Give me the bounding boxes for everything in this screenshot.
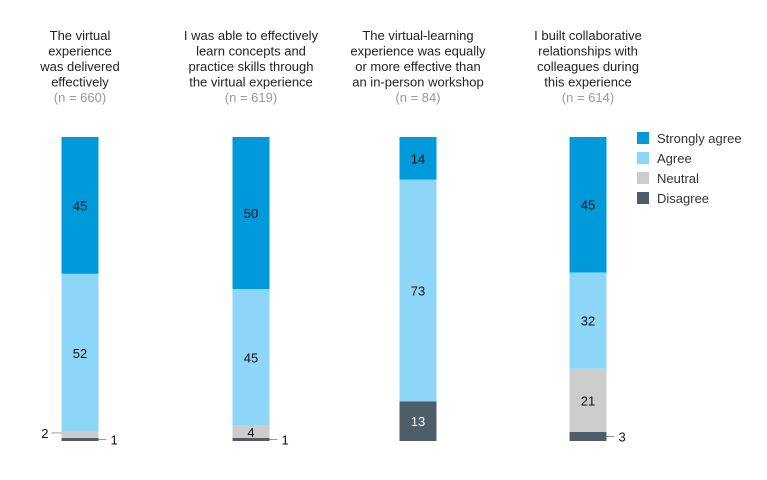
- column-title-line: an in-person workshop: [352, 75, 484, 90]
- data-label-disagree: 1: [282, 432, 289, 447]
- data-label-neutral: 4: [247, 425, 254, 440]
- data-label-strongly-agree: 45: [581, 198, 595, 213]
- bar-segment-strongly-agree: [61, 137, 99, 274]
- bar-segment-neutral: [232, 425, 270, 438]
- data-label-strongly-agree: 14: [411, 151, 425, 166]
- data-label-agree: 45: [244, 350, 258, 365]
- bar-segment-agree: [399, 179, 437, 402]
- column-title-line: I built collaborative: [534, 28, 642, 43]
- bar-segment-disagree: [61, 437, 99, 441]
- bar-segment-neutral: [569, 368, 607, 432]
- legend-label-disagree: Disagree: [657, 191, 709, 206]
- column-title-line: learn concepts and: [196, 44, 306, 59]
- bar-segment-agree: [569, 272, 607, 369]
- column-title-line: colleagues during: [537, 59, 639, 74]
- data-label-agree: 32: [581, 314, 595, 329]
- bar-segment-disagree: [232, 437, 270, 441]
- bar-segment-disagree: [399, 401, 437, 441]
- column-title-line: experience: [48, 44, 112, 59]
- legend-swatch-agree: [637, 152, 649, 164]
- data-label-strongly-agree: 50: [244, 206, 258, 221]
- column-title-line: this experience: [544, 75, 631, 90]
- column-title-line: The virtual-learning: [362, 28, 473, 43]
- legend-label-neutral: Neutral: [657, 171, 699, 186]
- data-label-agree: 52: [73, 346, 87, 361]
- bar-segment-neutral: [61, 431, 99, 438]
- data-label-disagree: 13: [411, 414, 425, 429]
- column-title-line: I was able to effectively: [184, 28, 319, 43]
- data-label-neutral: 2: [41, 426, 48, 441]
- legend-swatch-disagree: [637, 192, 649, 204]
- column-title-line: the virtual experience: [189, 75, 313, 90]
- bar-segment-strongly-agree: [399, 137, 437, 180]
- column-title-line: relationships with: [538, 44, 638, 59]
- bar-segment-strongly-agree: [569, 137, 607, 273]
- data-label-neutral: 21: [581, 393, 595, 408]
- column-sample-size: (n = 614): [562, 90, 614, 105]
- column-sample-size: (n = 84): [395, 90, 440, 105]
- column-title-line: or more effective than: [355, 59, 481, 74]
- column-sample-size: (n = 660): [54, 90, 106, 105]
- bar-segment-agree: [232, 289, 270, 426]
- column-title-line: effectively: [51, 75, 109, 90]
- column-title-line: practice skills through: [189, 59, 314, 74]
- bar-segment-disagree: [569, 431, 607, 441]
- column-title-line: experience was equally: [350, 44, 486, 59]
- data-label-disagree: 1: [111, 432, 118, 447]
- data-label-agree: 73: [411, 284, 425, 299]
- data-label-strongly-agree: 45: [73, 198, 87, 213]
- legend-swatch-neutral: [637, 172, 649, 184]
- column-sample-size: (n = 619): [225, 90, 277, 105]
- bar-segment-strongly-agree: [232, 137, 270, 289]
- data-label-disagree: 3: [619, 429, 626, 444]
- column-title-line: The virtual: [50, 28, 111, 43]
- bar-segment-agree: [61, 273, 99, 432]
- legend-swatch-strongly-agree: [637, 132, 649, 144]
- column-title-line: was delivered: [39, 59, 120, 74]
- legend-label-strongly-agree: Strongly agree: [657, 131, 742, 146]
- legend-label-agree: Agree: [657, 151, 692, 166]
